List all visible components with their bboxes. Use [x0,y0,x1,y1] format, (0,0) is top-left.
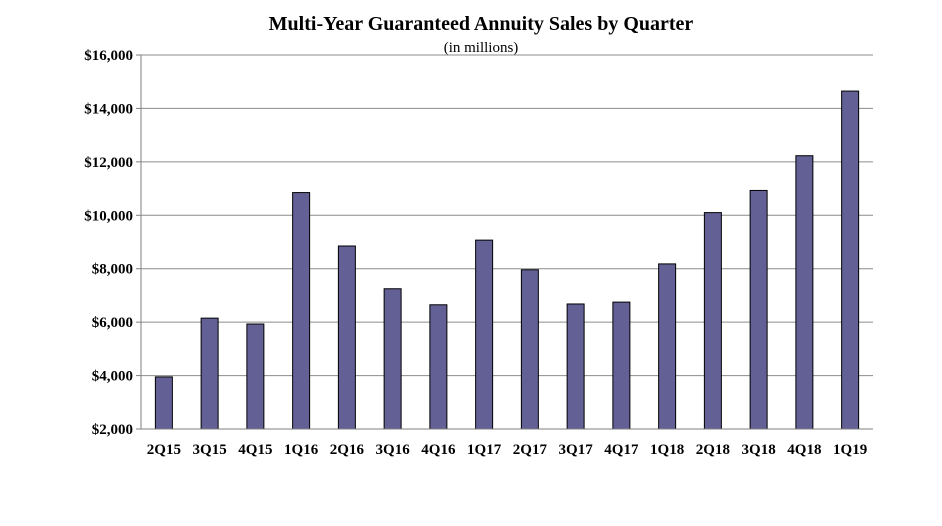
y-tick-label: $12,000 [84,155,133,171]
gridlines [141,54,873,377]
y-tick-label: $2,000 [92,422,133,438]
bar [841,90,860,430]
x-tick-label: 3Q15 [193,442,227,458]
x-tick-label: 3Q18 [742,442,776,458]
x-tick-label: 1Q16 [284,442,319,458]
x-tick-label: 4Q18 [787,442,821,458]
bar [475,239,494,430]
x-tick-label: 2Q16 [330,442,365,458]
bar [520,269,539,430]
bar [703,212,722,430]
y-tick-label: $6,000 [92,315,133,331]
x-tick-label: 4Q16 [421,442,456,458]
y-tick-labels: $2,000 $4,000 $6,000 $8,000 $10,000 $12,000 $1… [84,48,133,438]
bar [429,304,448,430]
axes [136,54,873,430]
x-tick-label: 4Q15 [238,442,272,458]
x-tick-label: 3Q16 [376,442,411,458]
y-tick-label: $14,000 [84,101,133,117]
x-tick-label: 1Q18 [650,442,684,458]
x-tick-label: 1Q17 [467,442,502,458]
y-tick-label: $4,000 [92,369,133,385]
chart-subtitle: (in millions) [444,40,519,56]
x-tick-label: 2Q17 [513,442,548,458]
bar [246,323,265,430]
bar [749,189,768,430]
x-tick-label: 4Q17 [604,442,639,458]
y-tick-label: $10,000 [84,208,133,224]
x-tick-label: 3Q17 [559,442,594,458]
bar [566,303,585,430]
y-tick-label: $8,000 [92,262,133,278]
bar [612,301,631,430]
bar [795,155,814,430]
bar [383,288,402,430]
x-tick-label: 2Q18 [696,442,730,458]
bars [154,90,860,430]
bar [154,376,173,430]
y-tick-label: $16,000 [84,48,133,64]
x-tick-label: 1Q19 [833,442,867,458]
bar [337,245,356,430]
x-tick-label: 2Q15 [147,442,181,458]
bar [658,263,677,430]
chart-title: Multi-Year Guaranteed Annuity Sales by Q… [269,13,694,35]
x-tick-labels: 2Q15 3Q15 4Q15 1Q16 2Q16 3Q16 4Q16 1Q17 2Q17 3Q17… [147,442,867,458]
bar [200,317,219,430]
bar [292,192,311,430]
